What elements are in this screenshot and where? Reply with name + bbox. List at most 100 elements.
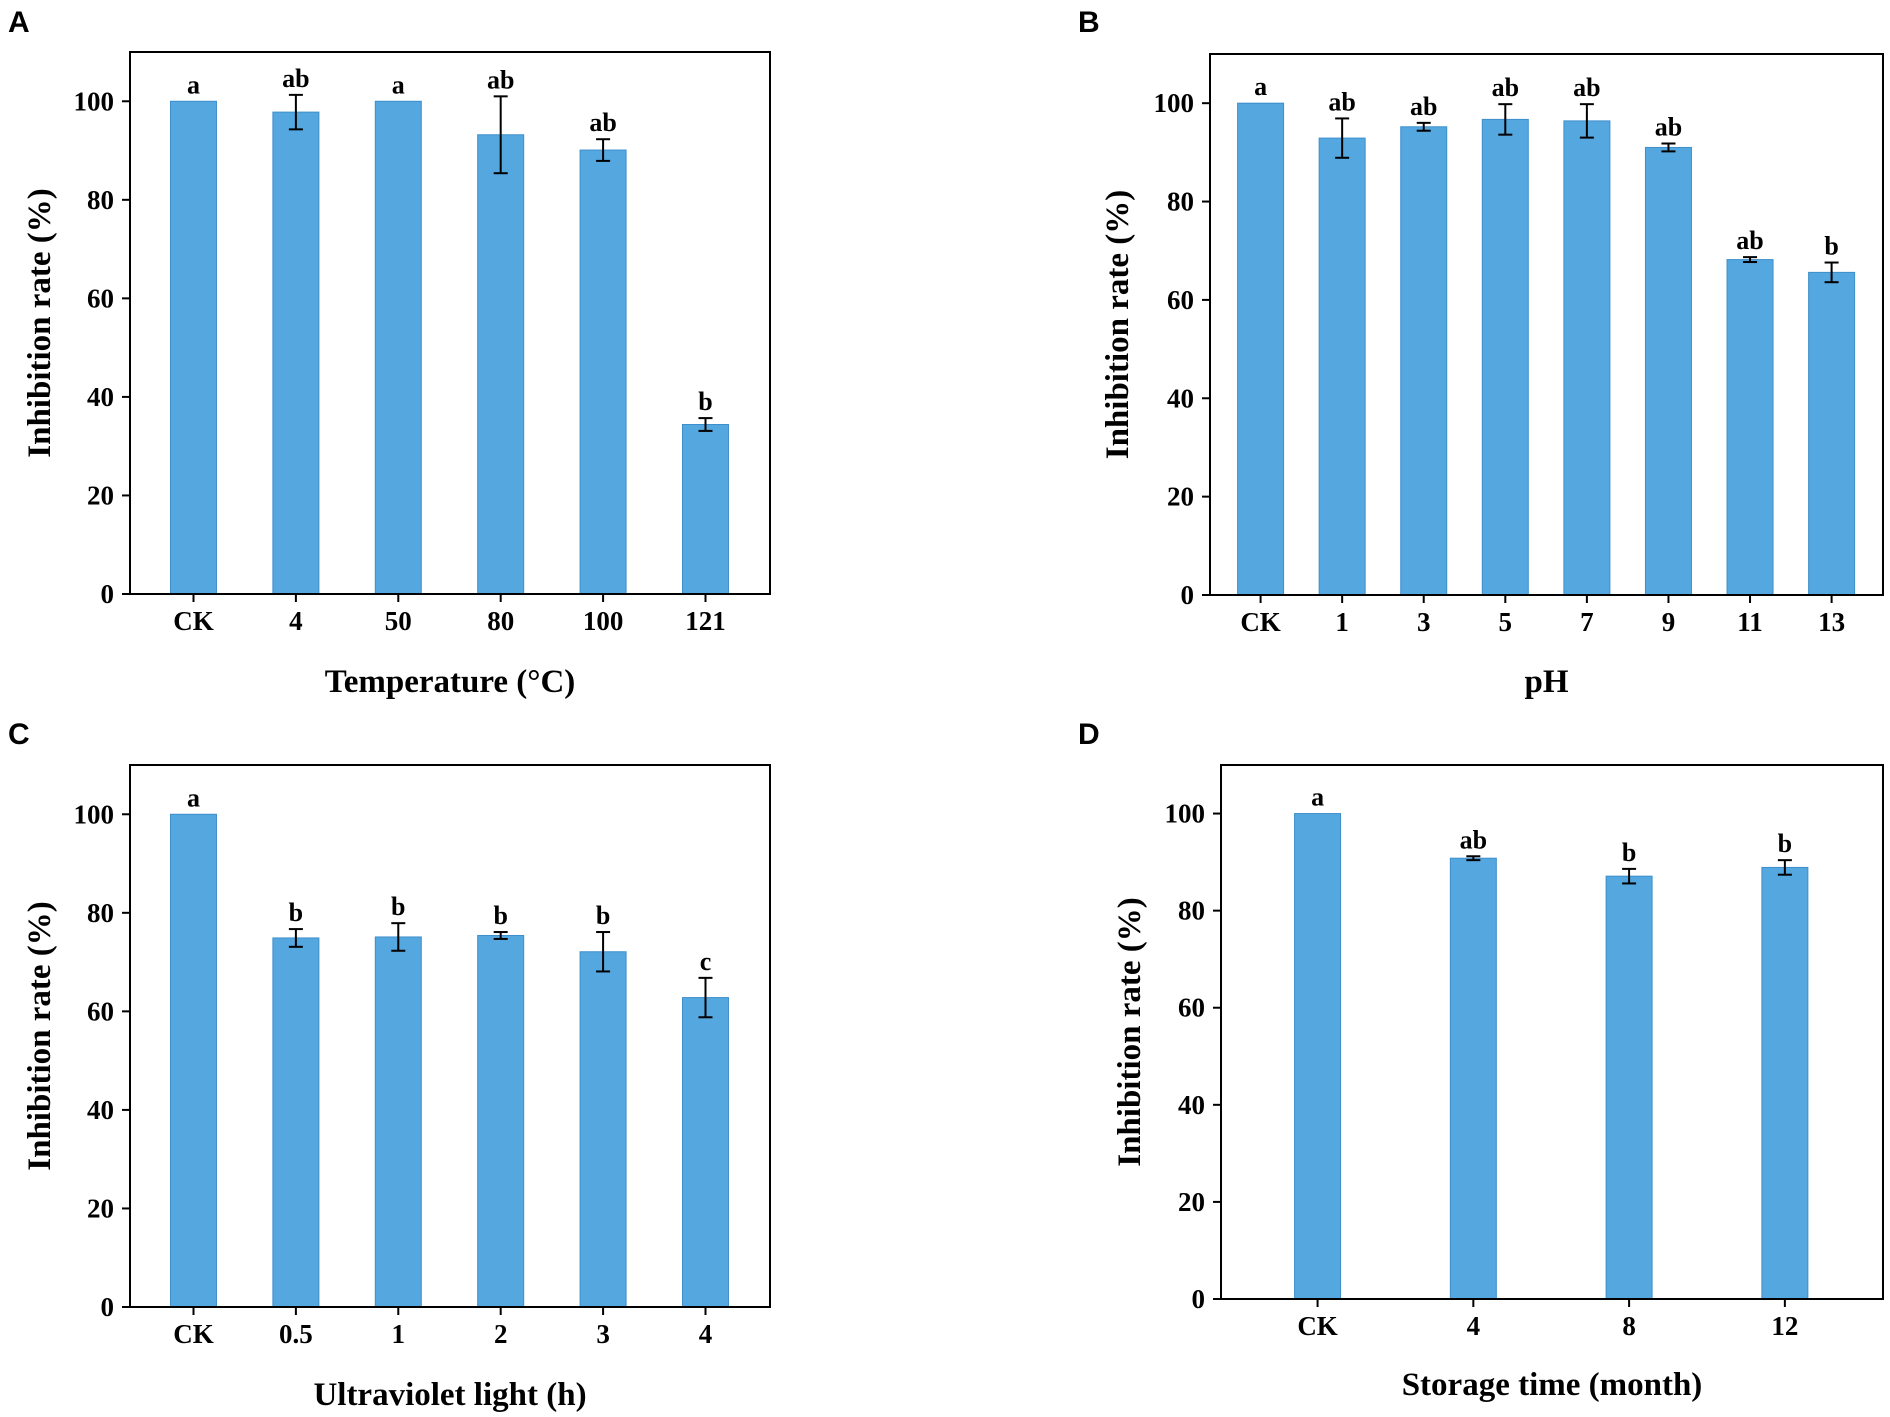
chart-c-y-tick-label: 0 [101, 1292, 115, 1322]
chart-a-significance-label: ab [589, 108, 616, 137]
chart-c-significance-label: b [596, 901, 610, 930]
chart-d-y-tick-label: 20 [1178, 1187, 1205, 1217]
chart-b-significance-label: ab [1328, 87, 1355, 116]
chart-b-bar [1318, 137, 1366, 596]
chart-c-y-tick-label: 20 [87, 1193, 114, 1223]
chart-a-x-tick-label: 121 [685, 606, 726, 636]
chart-d-y-tick-label: 40 [1178, 1090, 1205, 1120]
chart-c-y-tick-label: 100 [74, 799, 115, 829]
chart-a-significance-label: b [698, 387, 712, 416]
chart-c-plot-frame [129, 764, 771, 1308]
chart-b-bar [1808, 271, 1856, 596]
chart-b-y-tick-label: 40 [1167, 383, 1194, 413]
chart-a-y-tick-label: 0 [101, 579, 115, 609]
chart-a-x-axis-title: Temperature (°C) [325, 664, 576, 700]
chart-b-x-tick-label: 11 [1737, 607, 1763, 637]
chart-b-x-tick-label: 7 [1580, 607, 1594, 637]
chart-b-significance-label: a [1254, 72, 1267, 101]
chart-d-x-tick-label: 8 [1622, 1311, 1636, 1341]
chart-c-bar [477, 934, 525, 1308]
chart-c-significance-label: b [289, 898, 303, 927]
chart-a-bar [272, 111, 320, 595]
chart-a-significance-label: ab [282, 64, 309, 93]
chart-d-x-axis-title: Storage time (month) [1402, 1367, 1703, 1403]
chart-c-y-tick-label: 80 [87, 898, 114, 928]
chart-b-significance-label: ab [1736, 226, 1763, 255]
chart-c-bar [272, 937, 320, 1308]
chart-b-x-tick-label: 9 [1662, 607, 1676, 637]
chart-a-bar [169, 100, 217, 595]
chart-c: CaCKb0.5b1b2b3c4020406080100Ultraviolet … [8, 718, 771, 1413]
chart-a-significance-label: ab [487, 65, 514, 94]
chart-a-y-tick-label: 60 [87, 283, 114, 313]
chart-a-bar [579, 149, 627, 595]
chart-c-x-tick-label: 1 [392, 1319, 406, 1349]
chart-c-x-tick-label: CK [173, 1319, 214, 1349]
chart-b-bar [1644, 146, 1692, 596]
chart-d-y-tick-label: 60 [1178, 993, 1205, 1023]
chart-b-x-tick-label: 13 [1818, 607, 1845, 637]
chart-b-x-tick-label: 5 [1499, 607, 1513, 637]
chart-c-x-tick-label: 2 [494, 1319, 508, 1349]
chart-b-significance-label: ab [1492, 73, 1519, 102]
chart-a-x-tick-label: 100 [583, 606, 624, 636]
chart-b-bar [1237, 102, 1285, 596]
chart-b-x-tick-label: CK [1240, 607, 1281, 637]
chart-b-significance-label: ab [1655, 113, 1682, 142]
chart-a-x-tick-label: 4 [289, 606, 303, 636]
chart-b-bar [1726, 259, 1774, 596]
chart-b-y-tick-label: 80 [1167, 187, 1194, 217]
chart-c-y-axis-title: Inhibition rate (%) [22, 901, 58, 1171]
chart-d-x-tick-label: 4 [1467, 1311, 1481, 1341]
chart-b-y-tick-label: 0 [1181, 580, 1195, 610]
chart-c-significance-label: b [493, 901, 507, 930]
chart-d-x-tick-label: CK [1297, 1311, 1338, 1341]
chart-d-significance-label: a [1311, 783, 1324, 812]
chart-a-x-tick-label: CK [173, 606, 214, 636]
chart-c-x-axis-title: Ultraviolet light (h) [313, 1377, 586, 1413]
chart-d-plot-frame [1220, 764, 1884, 1300]
chart-b-significance-label: ab [1410, 92, 1437, 121]
chart-d-y-tick-label: 0 [1192, 1284, 1206, 1314]
chart-d-y-axis-title: Inhibition rate (%) [1112, 897, 1148, 1167]
chart-a-bar [477, 134, 525, 595]
chart-b-significance-label: ab [1573, 73, 1600, 102]
chart-a: AaCKab4a50ab80ab100b121020406080100Tempe… [8, 6, 771, 700]
chart-a-bar [374, 100, 422, 595]
chart-b-y-tick-label: 20 [1167, 482, 1194, 512]
chart-b-bar [1481, 118, 1529, 596]
chart-b: Ba CK ab 1 ab 3 ab 5 ab 7 ab 9 ab 11 b 13 0 20 40 60 80 100 pH… [1078, 6, 1884, 700]
chart-b-x-axis-title: pH [1524, 664, 1568, 700]
chart-b-x-tick-label: 1 [1335, 607, 1349, 637]
chart-b-y-axis-title: Inhibition rate (%) [1100, 190, 1136, 460]
chart-c-significance-label: a [187, 783, 200, 812]
chart-d-bar [1761, 866, 1809, 1300]
chart-a-significance-label: a [392, 70, 405, 99]
chart-a-y-tick-label: 100 [74, 86, 115, 116]
chart-c-significance-label: b [391, 892, 405, 921]
chart-d-y-tick-label: 80 [1178, 896, 1205, 926]
chart-b-significance-label: b [1824, 232, 1838, 261]
chart-a-y-axis-title: Inhibition rate (%) [22, 188, 58, 458]
chart-b-panel-letter: B [1078, 6, 1100, 39]
chart-d: Da CK ab 4 b 8 b 12 0 20 40 60 80 100 Storage time (mo… [1078, 718, 1884, 1403]
chart-a-panel-letter: A [8, 6, 30, 39]
chart-d-bar [1294, 813, 1342, 1300]
chart-b-y-tick-label: 100 [1154, 88, 1195, 118]
chart-b-plot-frame [1209, 53, 1884, 596]
chart-c-x-tick-label: 4 [699, 1319, 713, 1349]
chart-a-y-tick-label: 80 [87, 185, 114, 215]
chart-d-significance-label: ab [1460, 825, 1487, 854]
chart-a-x-tick-label: 80 [487, 606, 514, 636]
chart-b-bar [1563, 120, 1611, 596]
chart-a-plot-frame [129, 51, 771, 595]
chart-a-y-tick-label: 20 [87, 480, 114, 510]
chart-d-bar [1605, 875, 1653, 1300]
chart-c-x-tick-label: 3 [596, 1319, 610, 1349]
chart-c-panel-letter: C [8, 718, 30, 751]
chart-c-y-tick-label: 40 [87, 1095, 114, 1125]
chart-b-bar [1400, 126, 1448, 596]
chart-c-x-tick-label: 0.5 [279, 1319, 313, 1349]
chart-a-y-tick-label: 40 [87, 382, 114, 412]
